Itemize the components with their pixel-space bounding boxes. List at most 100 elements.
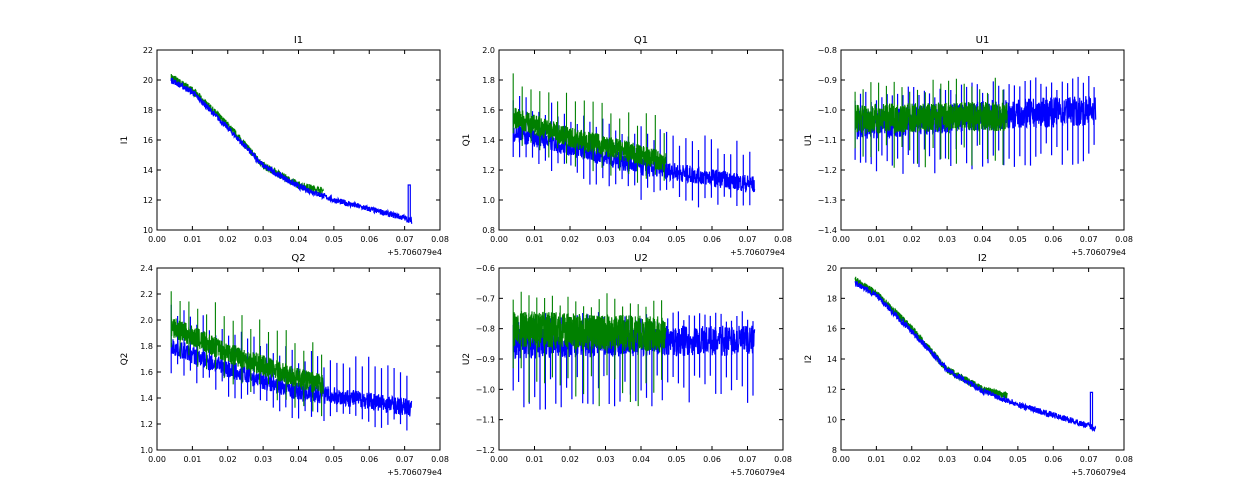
subplot-u1: 0.00 0.01 0.02 0.03 0.04 0.05 0.06 0.07 0.08 −1.4… (804, 35, 1133, 257)
y-tick-label: 1.2 (482, 166, 495, 175)
subplot-title: Q2 (291, 253, 305, 264)
series-line-green (170, 291, 324, 417)
y-tick-label: 10 (143, 226, 153, 235)
y-axis-label: Q2 (120, 353, 130, 366)
x-tick-label: 0.06 (360, 455, 378, 464)
x-tick-label: 0.02 (903, 455, 921, 464)
x-tick-label: 0.05 (1009, 455, 1027, 464)
x-tick-label: 0.00 (832, 235, 850, 244)
series-line-green (854, 77, 1008, 168)
x-tick-label: 0.04 (290, 455, 308, 464)
x-tick-label: 0.01 (867, 455, 885, 464)
x-tick-label: 0.01 (183, 455, 201, 464)
x-tick-label: 0.05 (1009, 235, 1027, 244)
x-tick-label: 0.05 (325, 235, 343, 244)
y-tick-label: −0.9 (818, 76, 837, 85)
x-tick-label: 0.00 (832, 455, 850, 464)
y-tick-label: 2.0 (140, 316, 153, 325)
y-tick-label: −1.4 (818, 226, 837, 235)
y-tick-label: 8 (832, 446, 837, 455)
x-tick-label: 0.00 (148, 455, 166, 464)
x-tick-label: 0.03 (254, 235, 272, 244)
x-tick-label: 0.03 (597, 235, 615, 244)
x-tick-label: 0.02 (561, 235, 579, 244)
y-tick-label: −1.2 (476, 446, 495, 455)
y-axis-label: Q1 (462, 134, 472, 147)
x-tick-label: 0.07 (396, 235, 414, 244)
y-tick-label: 16 (143, 136, 153, 145)
y-tick-label: −1.1 (476, 416, 495, 425)
subplot-i2: 0.00 0.01 0.02 0.03 0.04 0.05 0.06 0.07 0.08 8 10 1… (804, 253, 1133, 477)
subplot-q2: 0.00 0.01 0.02 0.03 0.04 0.05 0.06 0.07 0.08 1.0 1… (120, 253, 449, 477)
y-tick-label: 0.8 (482, 226, 495, 235)
x-tick-label: 0.04 (974, 235, 992, 244)
y-tick-label: 1.6 (140, 368, 153, 377)
x-offset-label: +5.706079e4 (387, 248, 442, 257)
subplot-u2: 0.00 0.01 0.02 0.03 0.04 0.05 0.06 0.07 0.08 −1.2… (462, 253, 792, 477)
y-tick-label: 20 (827, 264, 837, 273)
x-tick-label: 0.06 (703, 455, 721, 464)
x-tick-label: 0.01 (867, 235, 885, 244)
x-tick-label: 0.04 (632, 235, 650, 244)
x-tick-label: 0.02 (219, 455, 237, 464)
y-tick-label: 16 (827, 325, 837, 334)
y-tick-label: 20 (143, 76, 153, 85)
y-tick-label: −0.8 (476, 325, 495, 334)
y-tick-label: 1.6 (482, 106, 495, 115)
y-tick-label: −0.9 (476, 355, 495, 364)
x-tick-label: 0.03 (938, 455, 956, 464)
x-tick-label: 0.00 (490, 455, 508, 464)
subplot-title: I1 (294, 35, 303, 46)
y-tick-label: 14 (143, 166, 153, 175)
x-tick-label: 0.08 (431, 455, 449, 464)
y-tick-label: −1.1 (818, 136, 837, 145)
x-offset-label: +5.706079e4 (387, 468, 442, 477)
x-tick-label: 0.07 (1080, 455, 1098, 464)
y-tick-label: 22 (143, 46, 153, 55)
y-axis-label: U2 (462, 353, 472, 365)
x-tick-label: 0.02 (903, 235, 921, 244)
x-tick-label: 0.07 (396, 455, 414, 464)
axes-frame (156, 49, 441, 231)
y-tick-label: 1.4 (482, 136, 495, 145)
x-tick-label: 0.00 (148, 235, 166, 244)
x-tick-label: 0.05 (668, 235, 686, 244)
x-tick-label: 0.02 (219, 235, 237, 244)
series-line-blue (854, 281, 1097, 432)
x-tick-label: 0.01 (183, 235, 201, 244)
x-tick-label: 0.06 (360, 235, 378, 244)
y-tick-label: 2.2 (140, 290, 153, 299)
x-tick-label: 0.03 (597, 455, 615, 464)
x-tick-label: 0.06 (1044, 235, 1062, 244)
subplot-title: I2 (978, 253, 987, 264)
x-tick-label: 0.07 (739, 235, 757, 244)
subplot-title: U1 (976, 35, 990, 46)
y-tick-label: −0.8 (818, 46, 837, 55)
y-tick-label: 1.4 (140, 394, 153, 403)
y-tick-label: 1.8 (482, 76, 495, 85)
x-offset-label: +5.706079e4 (730, 248, 785, 257)
x-tick-label: 0.07 (739, 455, 757, 464)
y-tick-label: 1.2 (140, 420, 153, 429)
x-tick-label: 0.07 (1080, 235, 1098, 244)
y-tick-label: −0.7 (476, 294, 495, 303)
x-tick-label: 0.02 (561, 455, 579, 464)
y-tick-label: −1.2 (818, 166, 837, 175)
x-offset-label: +5.706079e4 (730, 468, 785, 477)
y-axis-label: U1 (804, 134, 814, 146)
x-tick-label: 0.03 (938, 235, 956, 244)
x-tick-label: 0.06 (703, 235, 721, 244)
x-tick-label: 0.08 (1115, 455, 1133, 464)
y-axis-label: I2 (804, 355, 814, 363)
y-tick-label: 2.0 (482, 46, 495, 55)
y-tick-label: −0.6 (476, 264, 495, 273)
x-offset-label: +5.706079e4 (1071, 248, 1126, 257)
y-tick-label: 1.0 (482, 196, 495, 205)
subplot-title: U2 (634, 253, 648, 264)
y-tick-label: −1.3 (818, 196, 837, 205)
series-line-green (512, 73, 667, 183)
y-tick-label: −1.0 (818, 106, 837, 115)
y-tick-label: −1.0 (476, 385, 495, 394)
